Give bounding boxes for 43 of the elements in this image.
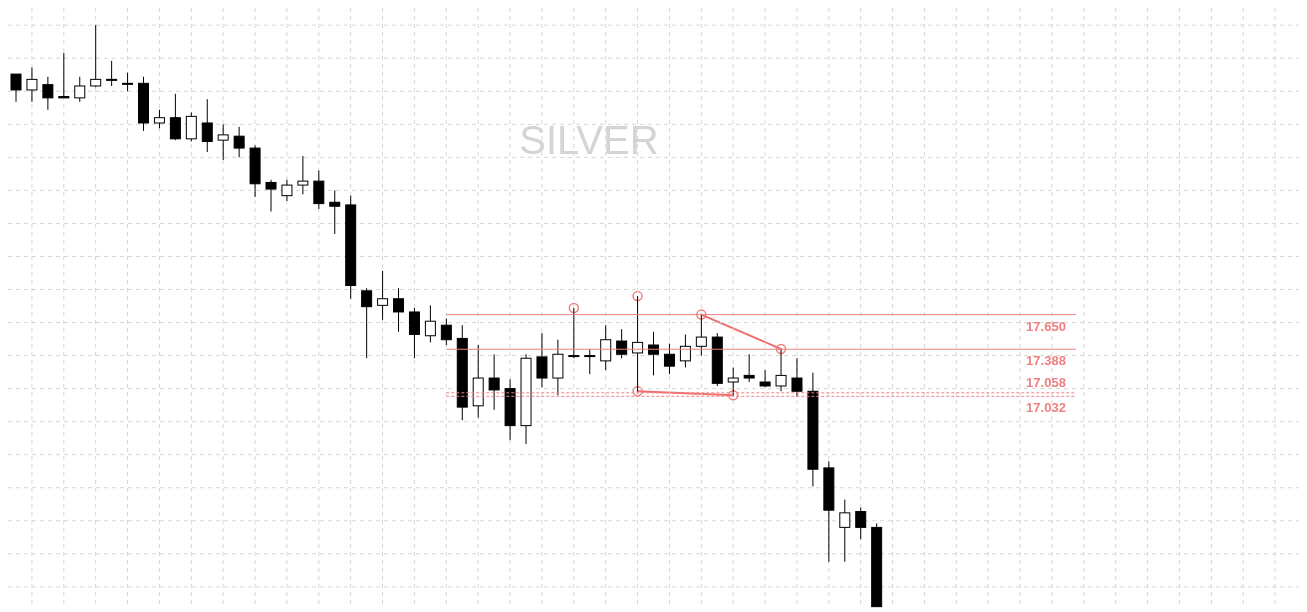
candlestick	[90, 24, 102, 88]
candlestick	[10, 73, 22, 103]
candlestick	[759, 369, 771, 388]
candlestick	[329, 189, 341, 235]
candlestick	[217, 123, 229, 161]
candlestick	[361, 287, 373, 359]
ref-line-label: 17.058	[1026, 374, 1066, 390]
candlestick	[201, 98, 213, 153]
candlestick	[106, 60, 118, 87]
ref-line-label: 17.650	[1026, 318, 1066, 334]
candlestick	[393, 287, 405, 333]
candlestick	[791, 357, 803, 398]
ref-line-label: 17.032	[1026, 400, 1066, 416]
candlestick	[536, 332, 548, 388]
candlestick	[408, 307, 420, 359]
candlestick	[281, 179, 293, 202]
ref-line-label: 17.388	[1026, 353, 1066, 369]
candlestick	[663, 343, 675, 375]
candlestick	[424, 304, 436, 343]
candlestick	[600, 324, 612, 371]
candlestick	[377, 270, 389, 321]
candlestick	[552, 339, 564, 396]
candlestick	[26, 66, 38, 103]
candlestick	[185, 111, 197, 142]
candlestick	[839, 499, 851, 563]
candlestick	[233, 126, 245, 158]
candlestick	[440, 318, 452, 346]
candlestick	[297, 155, 309, 195]
candlestick	[855, 507, 867, 540]
candlestick	[679, 333, 691, 368]
candlestick	[122, 72, 134, 92]
candlestick	[313, 170, 325, 210]
candlestick	[616, 328, 628, 359]
candlestick	[488, 353, 500, 411]
candlestick	[42, 76, 54, 111]
candlestick	[169, 93, 181, 141]
candlestick	[265, 179, 277, 213]
candlestick	[584, 348, 596, 375]
candlestick	[58, 52, 70, 99]
candlestick	[648, 331, 660, 376]
candlestick	[743, 353, 755, 383]
candlestick	[153, 109, 165, 129]
candlestick	[74, 76, 86, 103]
